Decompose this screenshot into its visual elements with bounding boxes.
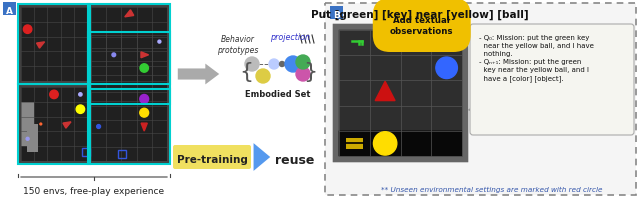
- Polygon shape: [36, 43, 45, 49]
- Polygon shape: [141, 53, 148, 58]
- Circle shape: [140, 95, 148, 104]
- Circle shape: [50, 91, 58, 99]
- Text: }: }: [303, 62, 317, 82]
- FancyBboxPatch shape: [88, 89, 170, 164]
- Text: B: B: [333, 11, 340, 19]
- FancyBboxPatch shape: [21, 102, 34, 146]
- FancyBboxPatch shape: [330, 7, 343, 20]
- Text: projection: projection: [270, 33, 310, 42]
- Text: - Q₀: Mission: put the green key
  near the yellow ball, and I have
  nothing.
-: - Q₀: Mission: put the green key near th…: [479, 35, 594, 81]
- FancyBboxPatch shape: [18, 5, 90, 85]
- FancyBboxPatch shape: [339, 131, 462, 157]
- FancyBboxPatch shape: [333, 25, 468, 162]
- Circle shape: [26, 138, 29, 141]
- Text: Behavior
prototypes: Behavior prototypes: [218, 35, 259, 55]
- Text: 150 envs, free-play experience: 150 envs, free-play experience: [24, 187, 164, 196]
- Text: Embodied Set: Embodied Set: [245, 89, 311, 99]
- Circle shape: [140, 64, 148, 73]
- FancyBboxPatch shape: [27, 124, 38, 152]
- FancyBboxPatch shape: [91, 93, 167, 161]
- Circle shape: [256, 70, 270, 84]
- Circle shape: [76, 105, 84, 114]
- FancyBboxPatch shape: [339, 31, 462, 157]
- Text: ** Unseen environmental settings are marked with red circle: ** Unseen environmental settings are mar…: [381, 186, 603, 192]
- Circle shape: [112, 54, 116, 57]
- Circle shape: [158, 41, 161, 44]
- Text: Put [green] [key] near [yellow] [ball]: Put [green] [key] near [yellow] [ball]: [311, 10, 529, 20]
- Circle shape: [140, 109, 148, 118]
- FancyBboxPatch shape: [21, 87, 87, 161]
- FancyBboxPatch shape: [88, 33, 170, 104]
- Polygon shape: [141, 124, 147, 132]
- FancyBboxPatch shape: [18, 85, 90, 164]
- FancyBboxPatch shape: [346, 138, 363, 149]
- Circle shape: [285, 57, 301, 73]
- FancyBboxPatch shape: [470, 25, 634, 135]
- Text: A: A: [6, 6, 13, 15]
- FancyBboxPatch shape: [91, 8, 167, 82]
- Circle shape: [296, 56, 310, 70]
- Circle shape: [97, 125, 100, 129]
- Circle shape: [79, 93, 82, 97]
- Polygon shape: [375, 82, 395, 101]
- Circle shape: [40, 123, 42, 125]
- Circle shape: [296, 68, 310, 82]
- Polygon shape: [63, 122, 71, 128]
- Circle shape: [245, 58, 259, 72]
- FancyBboxPatch shape: [88, 5, 170, 85]
- Text: {: {: [239, 62, 253, 82]
- FancyBboxPatch shape: [21, 8, 87, 82]
- Circle shape: [285, 62, 289, 67]
- FancyBboxPatch shape: [3, 3, 16, 16]
- FancyBboxPatch shape: [173, 145, 251, 169]
- Text: reuse: reuse: [275, 154, 315, 167]
- FancyBboxPatch shape: [91, 36, 167, 101]
- Polygon shape: [125, 11, 134, 18]
- Circle shape: [436, 58, 458, 79]
- Circle shape: [269, 60, 279, 70]
- Text: Pre-training: Pre-training: [177, 154, 248, 164]
- FancyBboxPatch shape: [325, 4, 636, 195]
- Circle shape: [374, 132, 397, 155]
- Text: Add textual
observations: Add textual observations: [390, 16, 454, 36]
- Circle shape: [24, 26, 32, 34]
- Circle shape: [280, 62, 285, 67]
